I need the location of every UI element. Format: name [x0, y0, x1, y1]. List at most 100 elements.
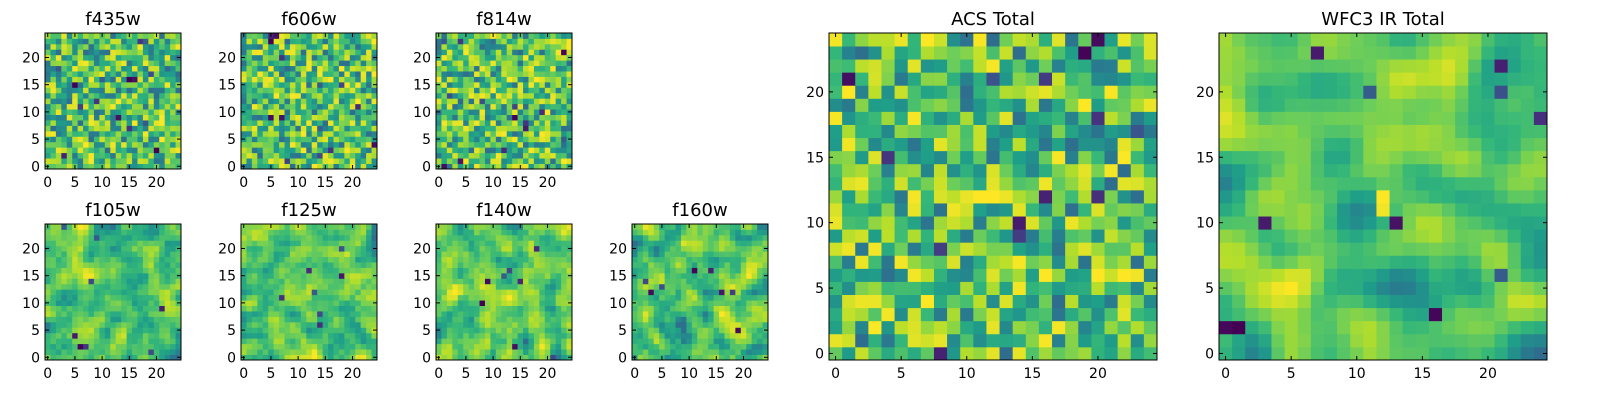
heatmap-cell [452, 332, 459, 339]
heatmap-cell [920, 242, 935, 256]
heatmap-cell [110, 33, 117, 39]
heatmap-cell [137, 38, 144, 45]
heatmap-cell [273, 262, 280, 268]
heatmap-cell [463, 278, 470, 285]
heatmap-cell [262, 224, 269, 230]
heatmap-cell [300, 109, 307, 115]
heatmap-cell [484, 81, 491, 88]
heatmap-cell [164, 267, 171, 274]
heatmap-cell [436, 60, 442, 67]
heatmap-cell [322, 49, 329, 56]
heatmap-cell [360, 234, 367, 241]
heatmap-cell [757, 289, 763, 296]
heatmap-cell [142, 81, 149, 88]
heatmap-cell [457, 229, 464, 236]
heatmap-cell [724, 256, 731, 263]
heatmap-cell [517, 300, 524, 306]
heatmap-cell [93, 92, 100, 99]
heatmap-cell [289, 120, 296, 126]
heatmap-cell [566, 289, 573, 296]
heatmap-cell [45, 349, 51, 355]
heatmap-cell [933, 294, 948, 309]
heatmap-cell [675, 332, 682, 339]
heatmap-cell [1117, 163, 1132, 178]
heatmap-cell [77, 98, 84, 105]
heatmap-cell [306, 76, 313, 83]
heatmap-cell [55, 98, 62, 105]
heatmap-cell [441, 294, 448, 301]
heatmap-cell [735, 229, 742, 236]
heatmap-cell [708, 234, 714, 241]
heatmap-cell [262, 338, 269, 345]
heatmap-cell [279, 294, 285, 301]
heatmap-cell [170, 311, 176, 317]
heatmap-cell [713, 283, 720, 290]
heatmap-cell [284, 343, 291, 350]
heatmap-cell [713, 234, 720, 241]
heatmap-cell [83, 256, 89, 263]
heatmap-cell [751, 267, 758, 274]
heatmap-cell [115, 278, 122, 285]
heatmap-cell [104, 71, 111, 77]
heatmap-cell [66, 327, 73, 334]
heatmap-cell [506, 147, 513, 154]
heatmap-cell [66, 332, 73, 339]
heatmap-cell [566, 141, 573, 148]
heatmap-cell [550, 343, 557, 350]
heatmap-cell [164, 49, 171, 56]
heatmap-cell [170, 289, 176, 296]
heatmap-cell [933, 255, 948, 269]
heatmap-cell [72, 103, 79, 110]
heatmap-cell [93, 278, 100, 285]
heatmap-cell [93, 152, 100, 159]
heatmap-cell [371, 92, 378, 99]
heatmap-cell [506, 152, 513, 159]
heatmap-cell [555, 229, 562, 236]
heatmap-cell [104, 283, 111, 290]
heatmap-cell [436, 71, 442, 77]
heatmap-cell [999, 281, 1014, 295]
heatmap-cell [153, 152, 160, 159]
heatmap-cell [751, 349, 758, 355]
heatmap-cell [61, 267, 68, 274]
heatmap-cell [284, 294, 291, 301]
heatmap-cell [360, 114, 367, 121]
heatmap-cell [284, 354, 291, 361]
heatmap-cell [366, 38, 372, 45]
heatmap-cell [262, 234, 269, 241]
heatmap-cell [289, 224, 296, 230]
heatmap-cell [279, 256, 285, 263]
heatmap-cell [637, 278, 644, 285]
heatmap-cell [708, 229, 714, 236]
heatmap-cell [289, 321, 296, 328]
heatmap-cell [77, 141, 84, 148]
heatmap-cell [262, 98, 269, 105]
heatmap-cell [441, 76, 448, 83]
heatmap-cell [868, 294, 882, 309]
heatmap-cell [66, 229, 73, 236]
heatmap-cell [148, 141, 155, 148]
heatmap-cell [61, 294, 68, 301]
heatmap-cell [555, 120, 562, 126]
heatmap-cell [300, 49, 307, 56]
heatmap-cell [142, 38, 149, 45]
heatmap-cell [295, 229, 302, 236]
heatmap-cell [740, 294, 747, 301]
heatmap-cell [55, 38, 62, 45]
heatmap-cell [50, 256, 57, 263]
heatmap-cell [137, 33, 144, 39]
heatmap-cell [148, 136, 155, 143]
heatmap-cell [88, 256, 95, 263]
heatmap-cell [268, 136, 275, 143]
heatmap-cell [479, 224, 486, 230]
heatmap-cell [333, 338, 340, 345]
heatmap-cell [93, 125, 100, 132]
heatmap-cell [306, 33, 313, 39]
heatmap-cell [746, 294, 753, 301]
heatmap-cell [142, 98, 149, 105]
heatmap-cell [452, 87, 459, 94]
heatmap-cell [653, 354, 660, 361]
heatmap-cell [544, 120, 551, 126]
heatmap-cell [523, 65, 529, 72]
heatmap-cell [83, 103, 89, 110]
